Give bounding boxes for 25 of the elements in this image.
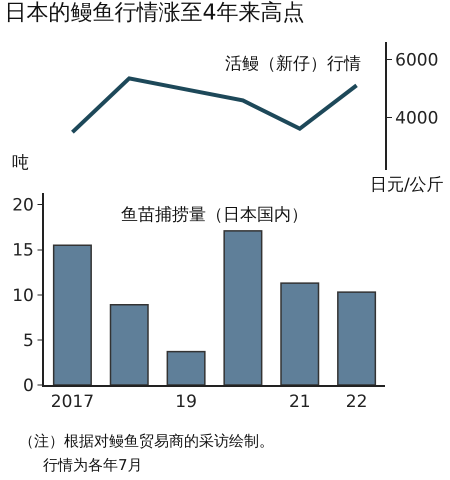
bar: [337, 291, 376, 385]
y-axis-title: 吨: [12, 153, 29, 173]
x-tick-label: 22: [346, 392, 368, 412]
x-tick-label: 2017: [50, 392, 94, 412]
line-series: [70, 76, 359, 134]
text: （注）根据对鳗鱼贸易商的采访绘制。: [19, 432, 274, 450]
y-tick-label: 0: [23, 376, 34, 396]
y-tick-label: 20: [12, 196, 34, 216]
y-tick-label: 6000: [395, 50, 438, 70]
y-tick-label: 10: [12, 286, 34, 306]
y-tick-label: 4000: [395, 108, 438, 129]
bar: [280, 282, 320, 385]
chart-title: 日本的鳗鱼行情涨至4年来高点: [4, 0, 304, 26]
y-tick-label: 5: [23, 330, 34, 351]
bar: [166, 350, 206, 385]
x-tick-label: 19: [175, 392, 197, 412]
x-tick-label: 21: [288, 392, 311, 412]
annotation: 活鳗（新仔）行情: [225, 54, 361, 74]
bar: [52, 244, 92, 385]
y-axis-title: 日元/公斤: [370, 175, 444, 195]
y-tick-label: 15: [12, 240, 34, 261]
bar: [223, 230, 262, 385]
text: 行情为各年7月: [43, 456, 143, 474]
annotation: 鱼苗捕捞量（日本国内）: [121, 205, 308, 225]
bar: [110, 304, 149, 385]
